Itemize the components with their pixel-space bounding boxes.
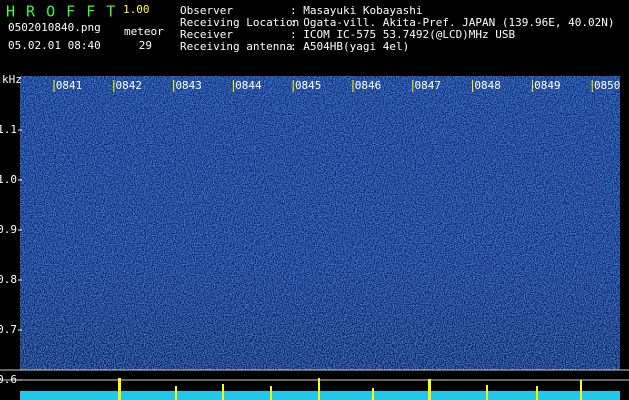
time-label: 0849 xyxy=(534,79,561,92)
datetime: 05.02.01 08:40 xyxy=(8,39,101,52)
meteor-label: meteor xyxy=(124,25,164,38)
freq-label: 0.6 xyxy=(0,373,17,386)
freq-label: 0.8 xyxy=(0,273,17,286)
axis-unit: kHz xyxy=(2,73,22,86)
info-value: : ICOM IC-575 53.7492(@LCD)MHz USB xyxy=(290,28,516,41)
time-label: 0845 xyxy=(295,79,322,92)
info-label: Observer xyxy=(180,4,233,17)
info-label: Receiving antenna xyxy=(180,40,293,53)
info-label: Receiver xyxy=(180,28,233,41)
time-label: 0846 xyxy=(355,79,382,92)
info-label: Receiving Location xyxy=(180,16,299,29)
time-label: 0850 xyxy=(594,79,621,92)
freq-label: 1.0 xyxy=(0,173,17,186)
freq-label: 0.7 xyxy=(0,323,17,336)
filename: 0502010840.png xyxy=(8,21,101,34)
time-label: 0841 xyxy=(56,79,83,92)
time-label: 0844 xyxy=(235,79,262,92)
freq-label: 0.9 xyxy=(0,223,17,236)
version: 1.00 xyxy=(123,3,150,16)
time-label: 0848 xyxy=(474,79,501,92)
time-label: 0843 xyxy=(175,79,202,92)
time-label: 0842 xyxy=(116,79,143,92)
freq-label: 1.1 xyxy=(0,123,17,136)
info-value: : Masayuki Kobayashi xyxy=(290,4,422,17)
app-title: H R O F F T xyxy=(6,3,116,21)
spectrogram-noise xyxy=(20,76,620,370)
info-value: : A504HB(yagi 4el) xyxy=(290,40,409,53)
info-value: : Ogata-vill. Akita-Pref. JAPAN (139.96E… xyxy=(290,16,615,29)
meteor-count: 29 xyxy=(139,39,152,52)
meteor-spikes xyxy=(118,378,582,400)
time-label: 0847 xyxy=(415,79,442,92)
